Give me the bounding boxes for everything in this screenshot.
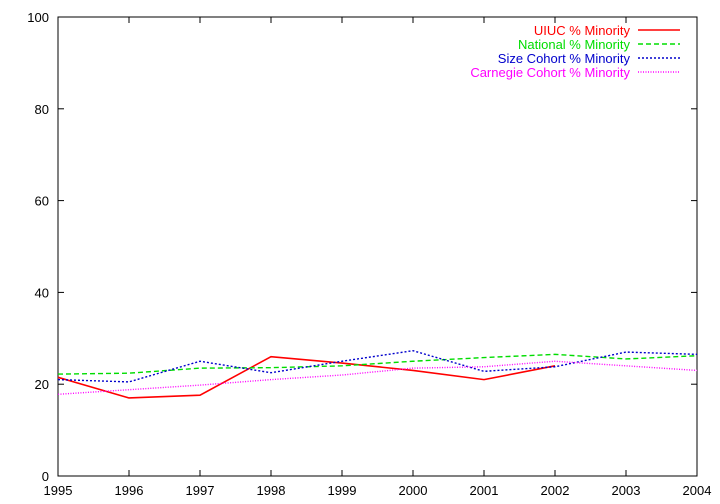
series-line-2 <box>57 349 698 383</box>
series-lines <box>57 349 698 399</box>
x-tick-label: 2003 <box>612 483 641 498</box>
x-tick-label: 2000 <box>399 483 428 498</box>
x-tick-label: 1995 <box>44 483 73 498</box>
legend-label: National % Minority <box>518 37 630 52</box>
x-tick-label: 2004 <box>683 483 712 498</box>
x-tick-label: 2002 <box>541 483 570 498</box>
series-line-3 <box>57 360 698 395</box>
x-tick-label: 1999 <box>328 483 357 498</box>
axis-ticks <box>57 16 698 477</box>
series-line-1 <box>57 353 698 375</box>
y-tick-label: 0 <box>42 469 49 484</box>
x-tick-label: 1997 <box>186 483 215 498</box>
y-tick-label: 100 <box>27 10 49 25</box>
legend-label: Size Cohort % Minority <box>498 51 631 66</box>
x-tick-label: 1998 <box>257 483 286 498</box>
series-line-0 <box>57 355 556 399</box>
y-tick-label: 80 <box>35 102 49 117</box>
plot-frame <box>57 16 698 477</box>
y-tick-label: 40 <box>35 285 49 300</box>
y-tick-label: 60 <box>35 194 49 209</box>
legend-label: Carnegie Cohort % Minority <box>470 65 630 80</box>
legend-label: UIUC % Minority <box>534 23 631 38</box>
y-tick-label: 20 <box>35 377 49 392</box>
x-tick-label: 2001 <box>470 483 499 498</box>
axis-tick-labels: 1995 1996 1997 1998 1999 2000 2001 2002 2003 2004… <box>27 10 711 498</box>
x-tick-label: 1996 <box>115 483 144 498</box>
